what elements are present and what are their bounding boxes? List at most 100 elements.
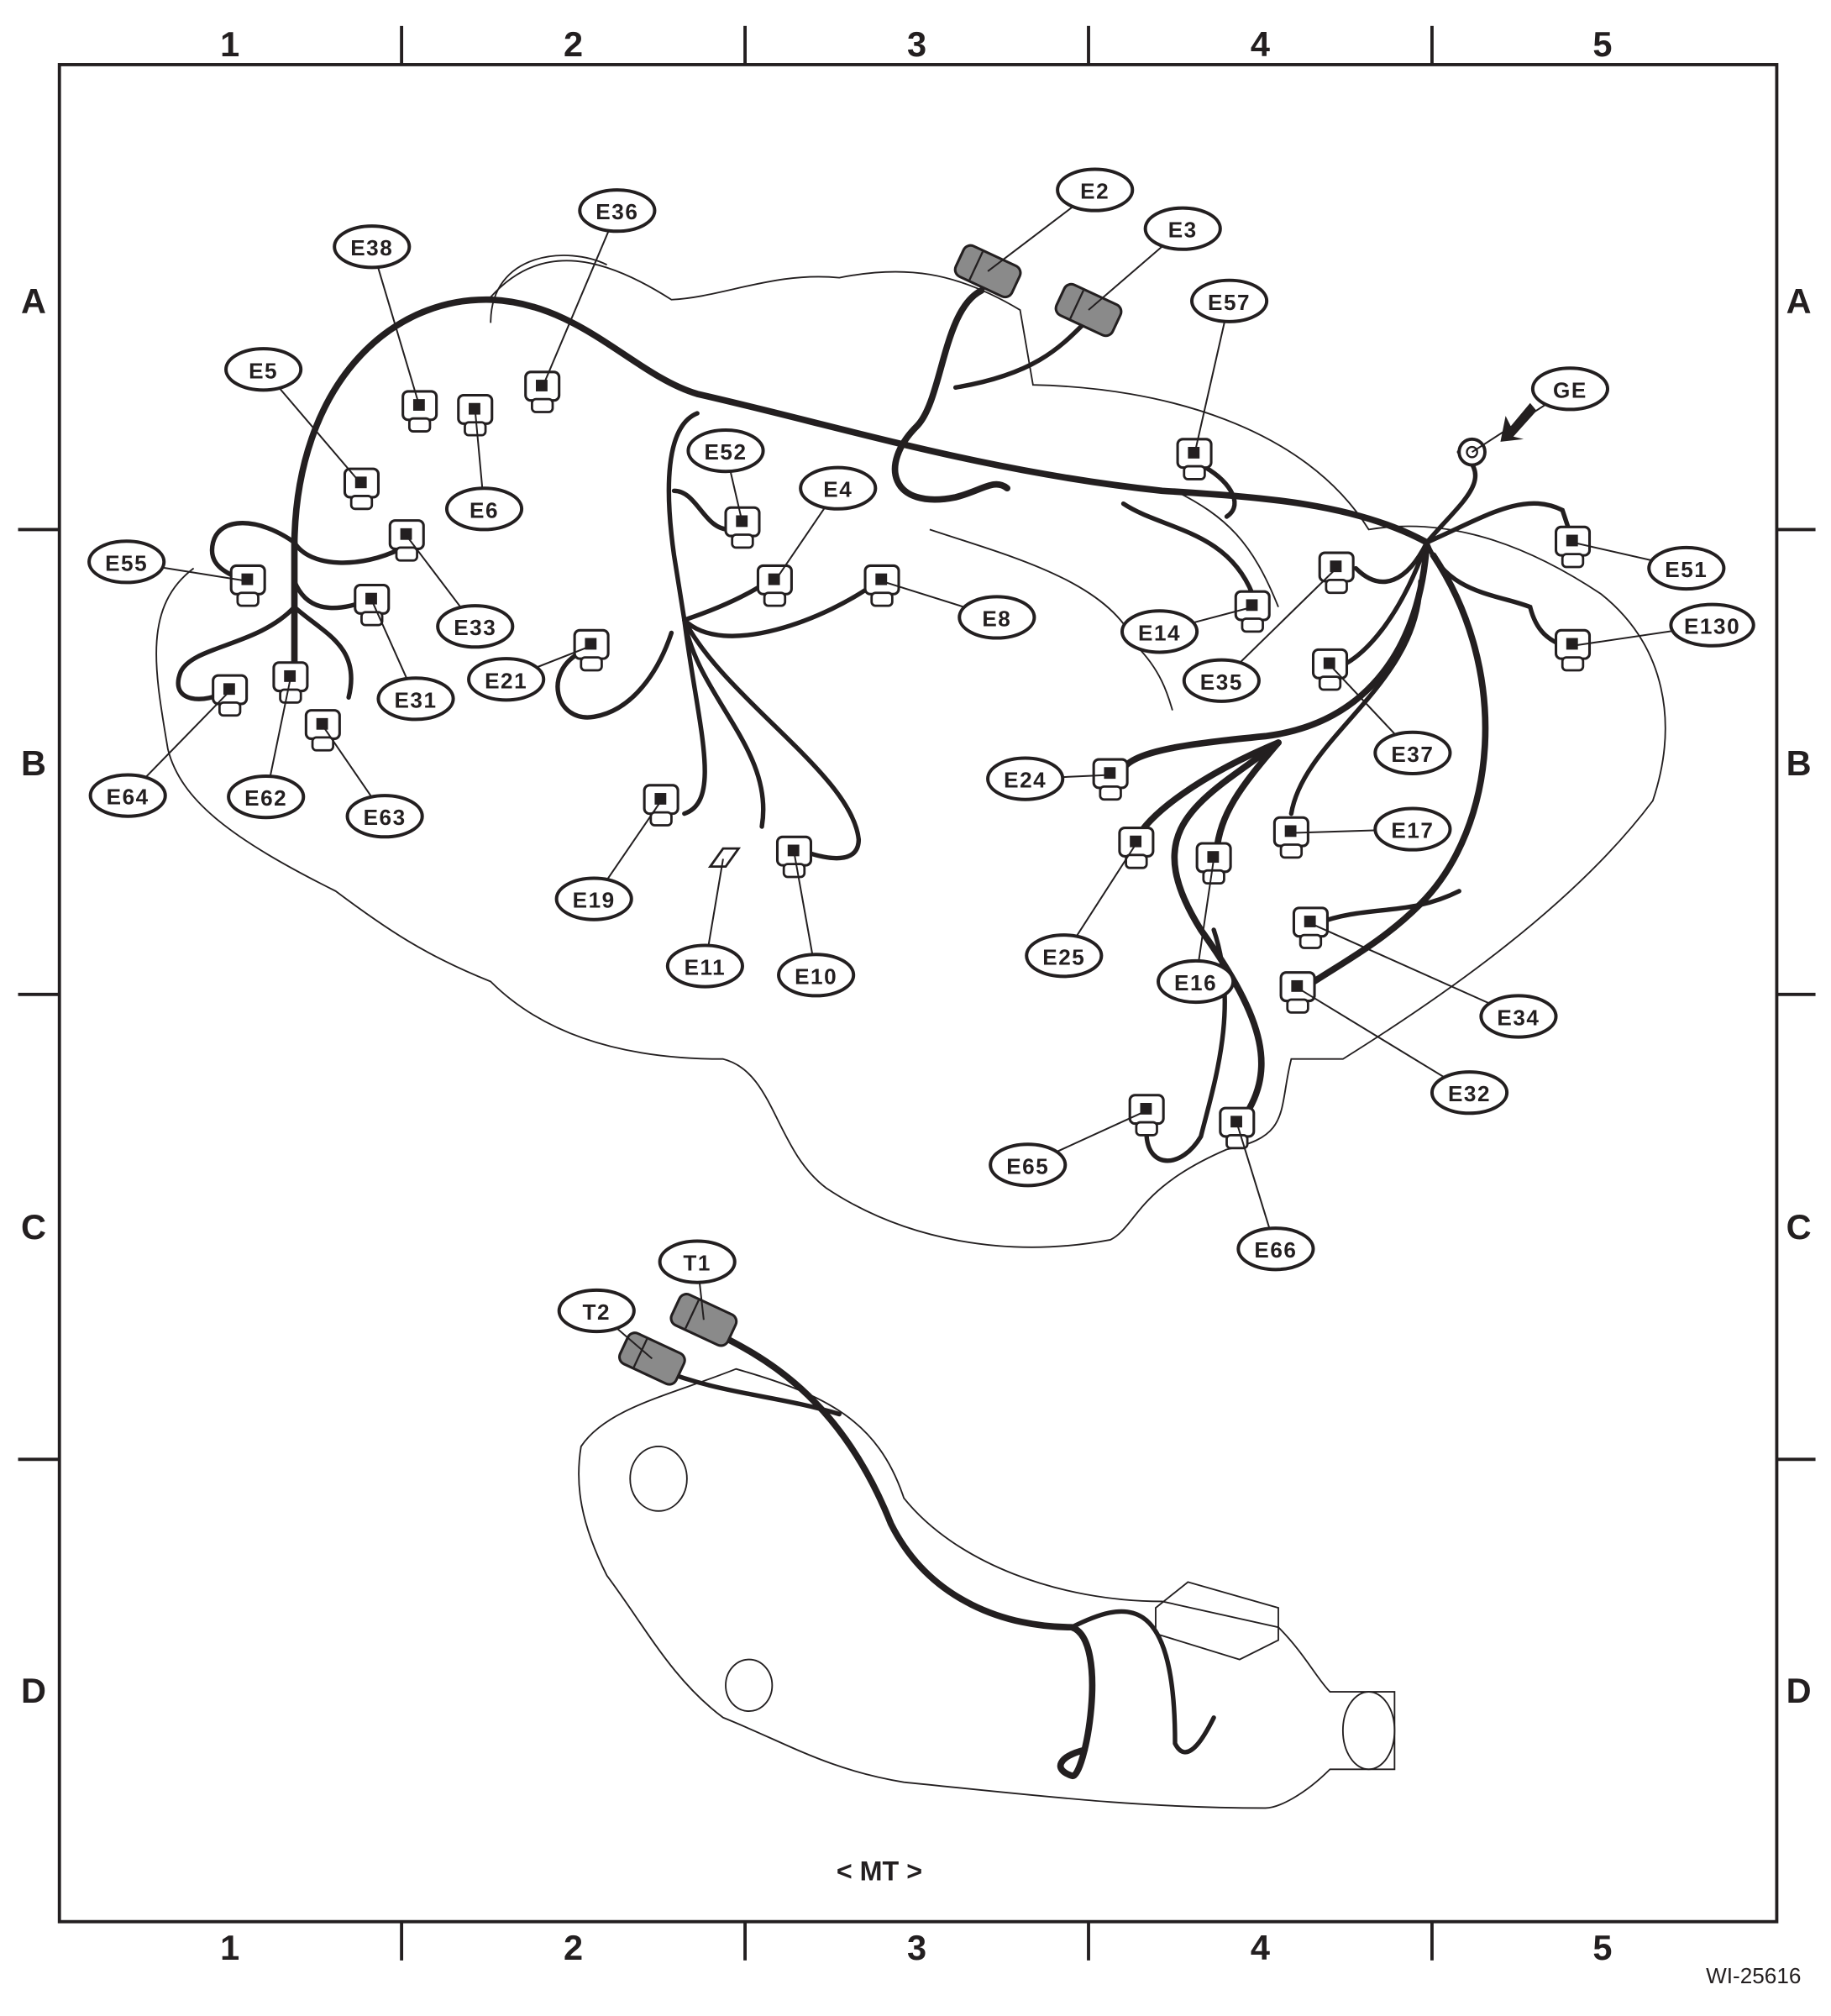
callout-label: T2: [582, 1299, 611, 1325]
callout-label: E38: [350, 235, 393, 260]
callout-label: E17: [1391, 818, 1434, 843]
connector-e35[interactable]: [1318, 551, 1355, 595]
callout-e5: E5: [224, 347, 303, 392]
connector-e57[interactable]: [1176, 438, 1213, 480]
callout-e38: E38: [333, 224, 412, 270]
callout-label: E3: [1168, 218, 1198, 243]
connector-ge[interactable]: [1457, 437, 1487, 467]
callout-label: E130: [1684, 614, 1740, 639]
callout-e57: E57: [1190, 278, 1269, 323]
connector-e36[interactable]: [524, 370, 561, 413]
leader-line: [1297, 987, 1471, 1094]
callout-ge: GE: [1530, 366, 1610, 412]
grid-column-label: 2: [564, 1928, 583, 1967]
connector-e65[interactable]: [1128, 1094, 1165, 1137]
callout-e55: E55: [87, 539, 166, 585]
connector-e52[interactable]: [724, 506, 761, 549]
variant-caption: < MT >: [837, 1856, 922, 1887]
grid-row-label: C: [1786, 1207, 1812, 1247]
callout-label: E5: [249, 358, 278, 383]
callout-e6: E6: [444, 486, 524, 532]
connector-e6[interactable]: [457, 393, 494, 437]
grid-column-label: 4: [1251, 1928, 1270, 1967]
grid-column-label: 5: [1592, 24, 1612, 64]
callout-label: E36: [595, 199, 638, 224]
callout-e24: E24: [986, 756, 1065, 801]
output-shaft: [1341, 1691, 1396, 1771]
callout-label: E33: [454, 615, 496, 640]
grid-row-label: B: [1786, 743, 1812, 783]
leader-line: [1194, 301, 1230, 455]
transmission-cover: [1155, 1581, 1279, 1661]
connector-e25[interactable]: [1118, 826, 1155, 869]
grid-column-label: 5: [1592, 1928, 1612, 1967]
connector-e51[interactable]: [1555, 525, 1592, 569]
grid-row-label: D: [1786, 1671, 1812, 1710]
callout-label: E52: [704, 439, 747, 465]
connector-e34[interactable]: [1292, 906, 1329, 949]
figure-id: WI-25616: [1706, 1963, 1801, 1988]
callout-e16: E16: [1157, 958, 1236, 1005]
callout-label: E62: [244, 785, 287, 811]
grid-row-label: B: [21, 743, 46, 783]
connector-e17[interactable]: [1272, 816, 1309, 859]
connector-e32[interactable]: [1279, 971, 1316, 1014]
connector-e64[interactable]: [212, 674, 249, 717]
callout-e34: E34: [1479, 994, 1558, 1039]
callout-label: E51: [1665, 557, 1708, 582]
engine-inner-line: [929, 528, 1173, 711]
connector-e130[interactable]: [1555, 628, 1592, 672]
connector-e38[interactable]: [401, 390, 438, 433]
callout-label: E63: [364, 805, 407, 830]
grid-column-label: 2: [564, 24, 583, 64]
callout-label: E34: [1497, 1005, 1540, 1031]
callout-label: E2: [1080, 179, 1110, 204]
leader-line: [541, 210, 618, 388]
connector-e11[interactable]: [707, 847, 742, 869]
connector-e4[interactable]: [756, 564, 793, 607]
connector-e37[interactable]: [1311, 648, 1349, 691]
callout-label: E19: [573, 888, 616, 913]
connector-e14[interactable]: [1234, 590, 1271, 633]
connector-e33[interactable]: [388, 519, 425, 562]
callout-e2: E2: [1056, 167, 1135, 213]
callout-e35: E35: [1182, 658, 1261, 703]
diagram-frame: [57, 63, 1779, 1924]
leader-line: [370, 246, 421, 407]
connector-e62[interactable]: [272, 661, 309, 704]
callout-e52: E52: [686, 428, 765, 474]
callout-label: E32: [1448, 1081, 1491, 1106]
callout-label: E31: [394, 687, 437, 712]
callout-t2: T2: [557, 1288, 636, 1334]
connector-e5[interactable]: [343, 467, 380, 511]
connector-e55[interactable]: [229, 564, 266, 607]
connector-e10[interactable]: [775, 835, 813, 879]
callout-e32: E32: [1430, 1070, 1509, 1116]
grid-row-label: A: [21, 281, 46, 321]
callout-e21: E21: [467, 657, 546, 702]
callout-e8: E8: [957, 595, 1036, 640]
transmission-outline: [578, 1368, 1396, 1809]
callout-label: E11: [685, 955, 727, 980]
grid-row-label: C: [21, 1207, 46, 1247]
connector-e16[interactable]: [1195, 842, 1232, 885]
callout-label: E24: [1004, 768, 1047, 793]
leader-line: [1310, 922, 1519, 1017]
callout-label: E57: [1208, 290, 1251, 315]
connector-e31[interactable]: [354, 583, 391, 627]
callout-e65: E65: [989, 1142, 1068, 1188]
callout-label: E21: [485, 668, 527, 693]
transmission-port-2: [725, 1658, 774, 1713]
callout-label: E14: [1138, 620, 1181, 645]
connector-e24[interactable]: [1092, 758, 1129, 801]
callout-label: E6: [470, 497, 499, 522]
connector-e19[interactable]: [643, 784, 679, 827]
callout-e11: E11: [665, 943, 744, 989]
callout-e51: E51: [1647, 545, 1726, 591]
connector-e66[interactable]: [1219, 1106, 1256, 1150]
connector-e63[interactable]: [304, 709, 341, 752]
callout-label: E8: [982, 606, 1011, 631]
callout-e3: E3: [1143, 206, 1222, 251]
callout-label: E64: [107, 785, 150, 810]
callout-e4: E4: [799, 465, 878, 511]
